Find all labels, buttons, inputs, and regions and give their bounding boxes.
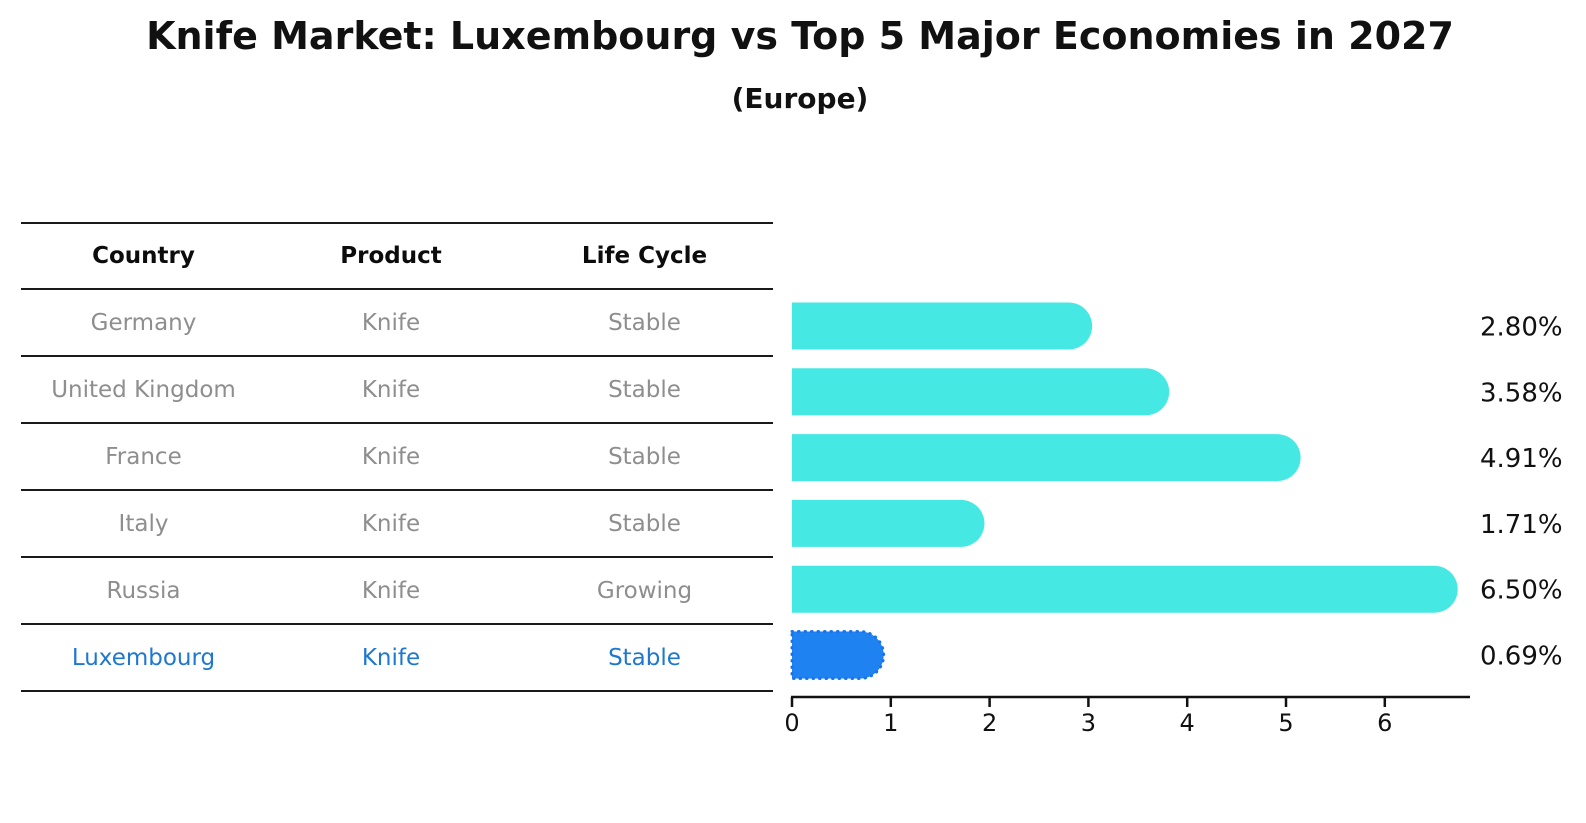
table-cell-product: Knife xyxy=(361,443,421,470)
bar-germany xyxy=(792,302,1093,350)
table-cell-country: United Kingdom xyxy=(51,376,236,403)
table-cell-country: Italy xyxy=(118,510,169,537)
chart-title: Knife Market: Luxembourg vs Top 5 Major … xyxy=(146,14,1454,58)
table-row-united-kingdom: United Kingdom Knife Stable xyxy=(21,357,773,424)
table-row-luxembourg: Luxembourg Knife Stable xyxy=(21,625,773,692)
table-header-row: Country Product Life Cycle xyxy=(21,224,773,290)
bar-value-label: 1.71% xyxy=(1480,510,1563,540)
column-header-life-cycle: Life Cycle xyxy=(581,243,708,269)
table-row-italy: Italy Knife Stable xyxy=(21,491,773,558)
table-row-russia: Russia Knife Growing xyxy=(21,558,773,625)
x-axis-tick-label: 2 xyxy=(982,709,997,737)
column-header-country: Country xyxy=(92,243,195,269)
bar-italy xyxy=(792,499,985,547)
bar-value-label: 4.91% xyxy=(1480,444,1563,474)
bar-russia xyxy=(792,565,1458,613)
table-cell-country: Russia xyxy=(106,577,181,604)
bar-france xyxy=(792,434,1301,482)
x-axis-tick-label: 4 xyxy=(1180,709,1195,737)
table-cell-product: Knife xyxy=(361,644,421,671)
summary-table: Country Product Life Cycle Germany Knife… xyxy=(21,222,773,692)
table-cell-life-cycle: Stable xyxy=(608,376,681,403)
bar-luxembourg xyxy=(790,630,886,680)
table-row-germany: Germany Knife Stable xyxy=(21,290,773,357)
table-cell-life-cycle: Stable xyxy=(608,510,681,537)
column-header-product: Product xyxy=(340,243,442,269)
bar-value-label: 3.58% xyxy=(1480,378,1563,408)
bar-value-label: 0.69% xyxy=(1480,642,1563,672)
table-cell-life-cycle: Stable xyxy=(608,309,681,336)
table-cell-life-cycle: Growing xyxy=(596,577,693,604)
table-cell-country: France xyxy=(105,443,182,470)
table-cell-life-cycle: Stable xyxy=(608,443,681,470)
x-axis-tick-label: 0 xyxy=(784,709,799,737)
table-cell-product: Knife xyxy=(361,577,421,604)
x-axis-tick-label: 3 xyxy=(1081,709,1096,737)
table-cell-country: Luxembourg xyxy=(71,644,216,671)
table-cell-product: Knife xyxy=(361,309,421,336)
bar-value-label: 2.80% xyxy=(1480,313,1563,343)
table-cell-product: Knife xyxy=(361,376,421,403)
bar-united-kingdom xyxy=(792,368,1170,416)
x-axis-tick-label: 5 xyxy=(1278,709,1293,737)
x-axis-tick-label: 6 xyxy=(1377,709,1392,737)
table-row-france: France Knife Stable xyxy=(21,424,773,491)
bar-value-label: 6.50% xyxy=(1480,576,1563,606)
table-cell-product: Knife xyxy=(361,510,421,537)
table-cell-country: Germany xyxy=(90,309,197,336)
chart-subtitle: (Europe) xyxy=(731,82,869,115)
table-cell-life-cycle: Stable xyxy=(608,644,681,671)
x-axis-tick-label: 1 xyxy=(883,709,898,737)
